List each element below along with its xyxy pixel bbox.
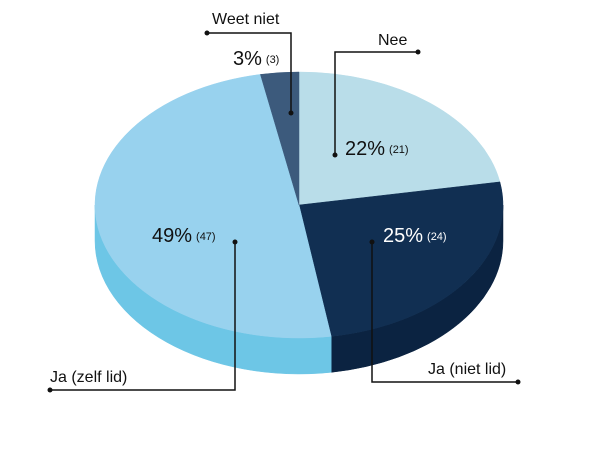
slice [260,71,300,206]
category-label: Weet niet [212,11,280,28]
leader-line [334,51,418,155]
leader-dot [415,49,421,55]
leader-line [207,32,292,113]
category-label: Nee [378,32,407,49]
leader-dot [204,30,210,36]
leader-dot [232,239,238,245]
slice [298,71,501,206]
slice [298,181,504,337]
leader-dot [369,239,375,245]
value-label: 25% (24) [383,225,447,247]
slice [94,74,332,339]
leader-dot [288,110,294,116]
category-label: Ja (zelf lid) [50,369,127,386]
percent-label: 22% [345,138,385,160]
count-label: (3) [266,54,279,66]
leader-line [50,242,236,391]
leader-dot [47,387,53,393]
percent-label: 25% [383,225,423,247]
count-label: (47) [196,231,216,243]
leader-line [371,242,518,383]
percent-label: 3% [233,48,262,70]
count-label: (21) [389,144,409,156]
value-label: 3% (3) [233,48,279,70]
percent-label: 49% [152,225,192,247]
leader-dot [515,379,521,385]
leader-dot [332,152,338,158]
value-label: 49% (47) [152,225,216,247]
value-label: 22% (21) [345,138,409,160]
category-label: Ja (niet lid) [428,361,506,378]
count-label: (24) [427,231,447,243]
